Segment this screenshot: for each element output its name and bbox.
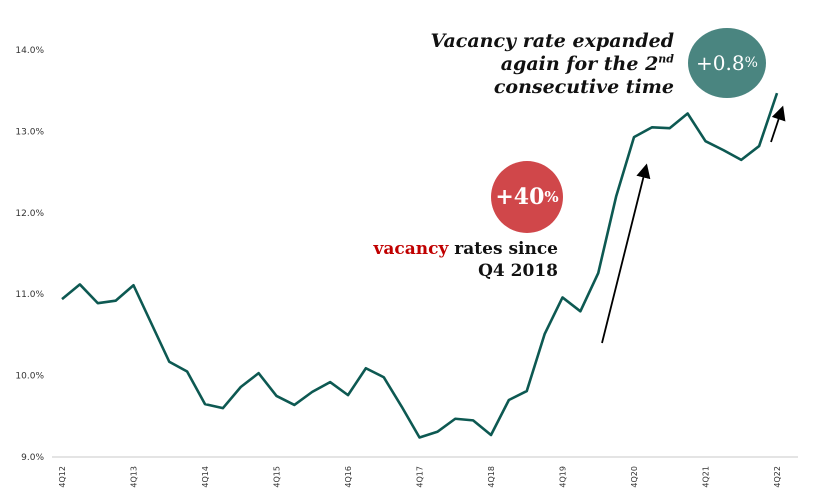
annotation-line: Q4 2018 xyxy=(478,261,558,281)
trend-arrow xyxy=(601,163,651,344)
annotation-consecutive: Vacancy rate expanded again for the 2nd … xyxy=(430,30,674,99)
annotation-highlight: vacancy xyxy=(373,239,449,259)
x-tick-label: 4Q21 xyxy=(702,466,711,488)
x-tick-label: 4Q17 xyxy=(416,466,425,488)
annotation-text: again for the 2 xyxy=(500,53,659,75)
x-tick-label: 4Q12 xyxy=(58,466,67,488)
annotation-line: vacancy rates since xyxy=(330,238,558,260)
y-tick-label: 14.0% xyxy=(15,46,44,56)
y-tick-label: 10.0% xyxy=(15,372,44,382)
x-tick-label: 4Q18 xyxy=(487,466,496,488)
badge-plus-0-8: +0.8% xyxy=(688,28,766,98)
annotation-line: consecutive time xyxy=(493,76,674,98)
y-tick-label: 9.0% xyxy=(21,453,44,463)
badge-pct: % xyxy=(744,55,758,71)
trend-arrow xyxy=(770,105,786,143)
y-tick-label: 13.0% xyxy=(15,127,44,137)
x-tick-label: 4Q15 xyxy=(273,466,282,488)
badge-value: +0.8 xyxy=(696,51,745,75)
annotation-since-2018: vacancy rates since Q4 2018 xyxy=(330,238,558,282)
x-tick-label: 4Q13 xyxy=(130,466,139,488)
x-tick-label: 4Q20 xyxy=(630,466,639,488)
x-tick-label: 4Q19 xyxy=(559,466,568,488)
x-tick-label: 4Q22 xyxy=(773,466,782,488)
y-tick-label: 12.0% xyxy=(15,209,44,219)
y-tick-label: 11.0% xyxy=(15,290,44,300)
x-tick-label: 4Q16 xyxy=(344,466,353,488)
badge-plus-40: +40% xyxy=(491,161,563,233)
badge-value: +40 xyxy=(495,184,545,210)
annotation-text: rates since xyxy=(448,239,558,259)
annotation-line: Vacancy rate expanded xyxy=(430,30,674,52)
annotation-line: again for the 2nd xyxy=(430,53,674,76)
badge-pct: % xyxy=(544,188,559,206)
x-tick-label: 4Q14 xyxy=(201,466,210,488)
annotation-sup: nd xyxy=(658,52,674,66)
